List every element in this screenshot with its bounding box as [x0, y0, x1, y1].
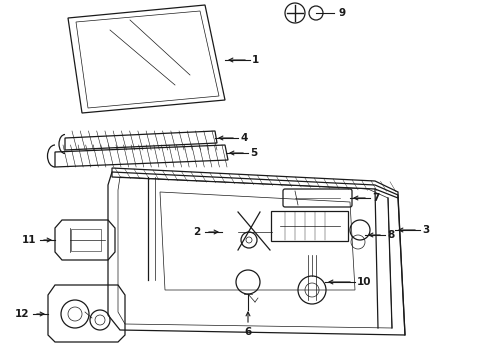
Text: 10: 10 [357, 277, 371, 287]
Text: 11: 11 [22, 235, 36, 245]
Text: 6: 6 [245, 327, 252, 337]
Text: 8: 8 [387, 230, 394, 240]
Text: 12: 12 [15, 309, 29, 319]
Text: 5: 5 [250, 148, 257, 158]
Text: 7: 7 [372, 193, 379, 203]
Text: 9: 9 [338, 8, 345, 18]
Text: 4: 4 [240, 133, 247, 143]
Text: 3: 3 [422, 225, 429, 235]
Text: 2: 2 [193, 227, 200, 237]
Text: 1: 1 [252, 55, 259, 65]
